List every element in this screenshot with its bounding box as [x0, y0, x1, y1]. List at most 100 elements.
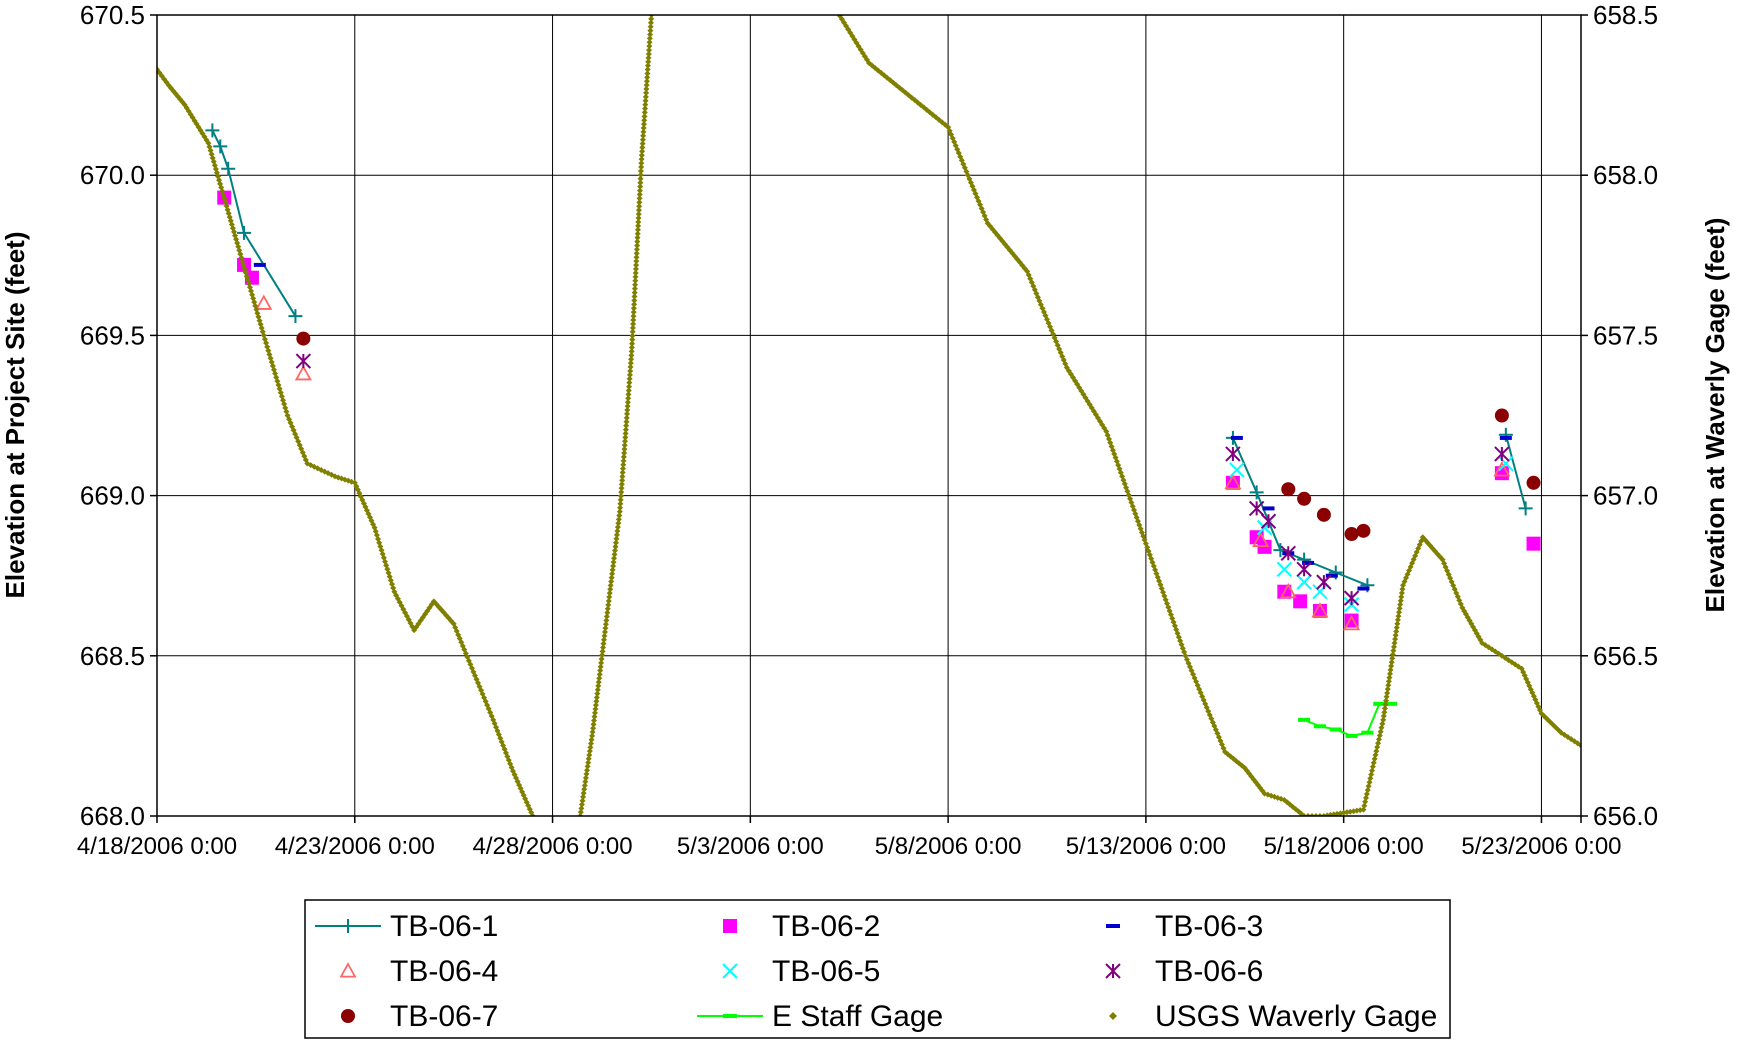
data-point: [1383, 697, 1390, 704]
data-point: [626, 375, 633, 382]
data-point: [1334, 810, 1341, 816]
legend-marker: [1105, 963, 1121, 979]
data-point: [602, 621, 609, 628]
data-point: [619, 469, 626, 476]
data-point: [587, 740, 594, 747]
data-point: [624, 403, 631, 410]
data-point: [255, 294, 273, 310]
data-point: [600, 640, 607, 647]
data-point: [833, 6, 839, 12]
data-point: [604, 605, 611, 612]
data-point: [632, 273, 639, 280]
data-point: [632, 277, 639, 284]
data-point: [1373, 701, 1386, 706]
data-point: [587, 744, 594, 751]
data-point: [634, 242, 641, 249]
data-point: [645, 58, 652, 65]
data-point: [631, 289, 638, 296]
data-point: [1393, 624, 1400, 631]
data-point: [1279, 582, 1297, 599]
data-point: [1366, 779, 1373, 786]
legend-label: E Staff Gage: [772, 1000, 943, 1033]
legend-item-e-staff-gage: E Staff Gage: [697, 1000, 943, 1033]
data-point: [624, 399, 631, 406]
data-point: [1360, 806, 1367, 813]
legend-item-usgs-waverly-gage: USGS Waverly Gage: [1109, 1000, 1437, 1033]
x-tick-label: 5/18/2006 0:00: [1264, 833, 1424, 860]
data-point: [640, 125, 647, 132]
data-point: [221, 161, 236, 176]
data-point: [629, 336, 636, 343]
data-point: [831, 3, 837, 9]
legend-box: [304, 899, 1451, 1039]
data-point: [630, 317, 637, 324]
data-point: [611, 555, 618, 562]
data-point: [1367, 775, 1374, 782]
legend-label: TB-06-2: [772, 910, 880, 943]
data-point: [642, 105, 649, 112]
data-point: [612, 547, 619, 554]
data-point: [598, 659, 605, 666]
data-point: [572, 827, 578, 833]
legend-marker: [723, 1014, 737, 1018]
data-point: [630, 309, 637, 316]
x-tick-label: 5/13/2006 0:00: [1066, 833, 1226, 860]
data-point: [1370, 759, 1377, 766]
x-tick-label: 4/23/2006 0:00: [275, 833, 435, 860]
data-point: [1398, 590, 1405, 597]
data-point: [1019, 262, 1026, 269]
x-tick-label: 5/8/2006 0:00: [875, 833, 1022, 860]
data-point: [1388, 663, 1395, 670]
data-point: [836, 15, 843, 19]
data-point: [295, 353, 312, 369]
data-point: [608, 574, 615, 581]
data-point: [1280, 545, 1296, 561]
data-point: [1368, 771, 1375, 778]
data-point: [636, 187, 643, 194]
data-point: [1343, 590, 1360, 606]
data-point: [586, 748, 593, 755]
data-point: [1390, 643, 1397, 650]
data-point: [1374, 744, 1381, 751]
data-point: [598, 656, 605, 663]
y-left-axis-title: Elevation at Project Site (feet): [0, 232, 30, 599]
data-point: [582, 774, 589, 781]
data-point: [619, 465, 626, 472]
data-point: [623, 422, 630, 429]
data-point: [537, 823, 543, 829]
data-point: [1344, 527, 1359, 542]
data-point: [575, 820, 581, 826]
data-point: [613, 531, 620, 538]
data-point: [619, 477, 626, 484]
data-point: [539, 826, 545, 832]
data-point: [619, 473, 626, 480]
data-point: [1316, 574, 1332, 590]
data-point: [585, 755, 592, 762]
data-point: [1293, 594, 1308, 609]
data-point: [1494, 408, 1509, 423]
data-point: [647, 19, 654, 26]
data-point: [640, 121, 647, 128]
data-point: [1313, 724, 1326, 729]
data-point: [826, 0, 832, 2]
data-point: [593, 698, 600, 705]
data-point: [595, 679, 602, 686]
data-point: [608, 578, 615, 585]
data-point: [635, 215, 642, 222]
data-point: [632, 281, 639, 288]
data-point: [641, 109, 648, 116]
data-point: [617, 492, 624, 499]
data-point: [253, 262, 266, 267]
data-point: [628, 352, 635, 359]
data-point: [633, 262, 640, 269]
series-tb-06-7: [296, 331, 1541, 542]
data-point: [617, 496, 624, 503]
data-point: [592, 702, 599, 709]
data-point: [645, 50, 652, 57]
data-point: [1312, 603, 1327, 618]
data-point: [635, 222, 642, 229]
data-point: [576, 816, 582, 822]
data-point: [622, 434, 629, 441]
data-point: [1376, 732, 1383, 739]
data-point: [622, 426, 629, 433]
